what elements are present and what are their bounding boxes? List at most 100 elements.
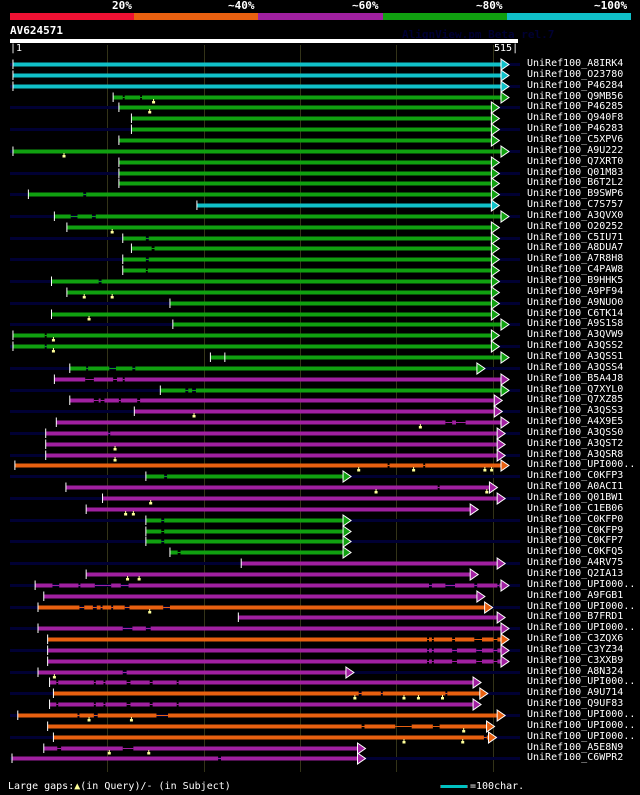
hit-label[interactable]: UniRef100_UPI000.. xyxy=(527,459,636,470)
hit-label[interactable]: UniRef100_A9U714 xyxy=(527,687,624,698)
hit-label[interactable]: UniRef100_UPI000.. xyxy=(527,709,636,720)
hit-label[interactable]: UniRef100_A9U222 xyxy=(527,145,624,156)
hit-label[interactable]: UniRef100_A3QSS1 xyxy=(527,351,624,362)
hit-label[interactable]: UniRef100_A8DUA7 xyxy=(527,242,624,253)
hit-label[interactable]: UniRef100_A7R8H8 xyxy=(527,253,624,264)
hit-label[interactable]: UniRef100_A8N324 xyxy=(527,666,624,677)
hit-label[interactable]: UniRef100_A3QVX0 xyxy=(527,210,624,221)
hit-label[interactable]: UniRef100_A4RV75 xyxy=(527,557,624,568)
hit-segment xyxy=(164,518,344,523)
hit-label[interactable]: UniRef100_P46284 xyxy=(527,80,624,91)
hit-label[interactable]: UniRef100_Q9MB56 xyxy=(527,91,624,102)
hit-end-arrow xyxy=(490,308,501,321)
hit-label[interactable]: UniRef100_Q9UF83 xyxy=(527,698,624,709)
query-gap-mark xyxy=(353,697,357,700)
query-gap-mark xyxy=(137,578,141,581)
hit-label[interactable]: UniRef100_O20252 xyxy=(527,221,624,232)
query-gap-mark xyxy=(126,578,130,581)
hit-label[interactable]: UniRef100_Q940F8 xyxy=(527,112,624,123)
hit-label[interactable]: UniRef100_C0KFP7 xyxy=(527,535,624,546)
hit-label[interactable]: UniRef100_C0KFP3 xyxy=(527,470,624,481)
hit-label[interactable]: UniRef100_UPI000.. xyxy=(527,676,636,687)
hit-label[interactable]: UniRef100_A5E8N9 xyxy=(527,742,624,753)
hit-label[interactable]: UniRef100_A9PF94 xyxy=(527,286,624,297)
hit-label[interactable]: UniRef100_C7S757 xyxy=(527,199,624,210)
query-gap-mark xyxy=(107,752,111,755)
hit-label[interactable]: UniRef100_A4X9E5 xyxy=(527,416,624,427)
legend-swatch-20 xyxy=(10,13,135,20)
hit-label[interactable]: UniRef100_A9NUO0 xyxy=(527,297,624,308)
hit-label[interactable]: UniRef100_C5XPV6 xyxy=(527,134,624,145)
query-gap-mark xyxy=(110,296,114,299)
hit-label[interactable]: UniRef100_A9S1S8 xyxy=(527,318,624,329)
hit-label[interactable]: UniRef100_Q7XYL0 xyxy=(527,384,624,395)
hit-segment xyxy=(69,398,94,403)
hit-label[interactable]: UniRef100_A3QSR8 xyxy=(527,449,624,460)
query-gap-mark xyxy=(147,752,151,755)
hit-end-arrow xyxy=(500,80,510,93)
hit-label[interactable]: UniRef100_A3QSS0 xyxy=(527,427,624,438)
hit-label[interactable]: UniRef100_UPI000.. xyxy=(527,579,636,590)
hit-label[interactable]: UniRef100_Q01M83 xyxy=(527,167,624,178)
hit-label[interactable]: UniRef100_Q7XZ85 xyxy=(527,394,624,405)
hit-segment xyxy=(45,453,498,458)
hit-label[interactable]: UniRef100_A3QVW9 xyxy=(527,329,624,340)
hit-label[interactable]: UniRef100_C0KFQ5 xyxy=(527,546,624,557)
hit-segment xyxy=(145,474,165,479)
hit-label[interactable]: UniRef100_UPI000.. xyxy=(527,720,636,731)
hit-label[interactable]: UniRef100_Q01BW1 xyxy=(527,492,624,503)
hit-label[interactable]: UniRef100_O23780 xyxy=(527,69,624,80)
hit-label[interactable]: UniRef100_A0ACI1 xyxy=(527,481,624,492)
hit-segment xyxy=(164,529,344,534)
hit-segment xyxy=(447,691,480,696)
hit-label[interactable]: UniRef100_C5IU71 xyxy=(527,232,624,243)
hit-label[interactable]: UniRef100_Q2IA13 xyxy=(527,568,624,579)
hit-label[interactable]: UniRef100_C3ZQX6 xyxy=(527,633,624,644)
hit-segment xyxy=(130,702,150,707)
hit-segment xyxy=(152,680,177,685)
hit-label[interactable]: UniRef100_C4PAW8 xyxy=(527,264,624,275)
hit-label[interactable]: UniRef100_B5A4J8 xyxy=(527,373,624,384)
hit-label[interactable]: UniRef100_C0KFP9 xyxy=(527,525,624,536)
hit-label[interactable]: UniRef100_C6WPR2 xyxy=(527,752,624,763)
hit-segment xyxy=(102,496,498,501)
hit-label[interactable]: UniRef100_A9FGB1 xyxy=(527,590,624,601)
hit-segment xyxy=(12,344,45,349)
hit-label[interactable]: UniRef100_Q7XRT0 xyxy=(527,156,624,167)
hit-end-arrow xyxy=(500,210,510,223)
hit-label[interactable]: UniRef100_C3YZ34 xyxy=(527,644,624,655)
hit-label[interactable]: UniRef100_A3QST2 xyxy=(527,438,624,449)
hit-segment xyxy=(105,680,127,685)
hit-label[interactable]: UniRef100_C0KFP0 xyxy=(527,514,624,525)
hit-segment xyxy=(134,409,495,414)
hit-end-arrow xyxy=(496,438,507,451)
hit-segment xyxy=(429,648,432,653)
hit-label[interactable]: UniRef100_B9HHK5 xyxy=(527,275,624,286)
hit-label[interactable]: UniRef100_B7FRD1 xyxy=(527,611,624,622)
hit-segment xyxy=(17,713,78,718)
hit-end-arrow xyxy=(500,579,510,592)
hit-label[interactable]: UniRef100_C6TK14 xyxy=(527,308,624,319)
hit-label[interactable]: UniRef100_P46283 xyxy=(527,123,624,134)
hit-segment xyxy=(172,322,501,327)
hit-label[interactable]: UniRef100_A8IRK4 xyxy=(527,58,624,69)
hit-segment xyxy=(86,572,471,577)
hit-end-arrow xyxy=(500,633,510,646)
hit-segment xyxy=(51,279,99,284)
hit-label[interactable]: UniRef100_A3QSS3 xyxy=(527,405,624,416)
hit-label[interactable]: UniRef100_UPI000.. xyxy=(527,601,636,612)
hit-label[interactable]: UniRef100_A3QSS2 xyxy=(527,340,624,351)
hit-label[interactable]: UniRef100_P46285 xyxy=(527,101,624,112)
hit-segment xyxy=(439,724,487,729)
hit-end-arrow xyxy=(500,416,510,429)
hit-label[interactable]: UniRef100_C1EB06 xyxy=(527,503,624,514)
hit-end-arrow xyxy=(490,112,501,125)
hit-label[interactable]: UniRef100_UPI000.. xyxy=(527,731,636,742)
hit-label[interactable]: UniRef100_UPI000.. xyxy=(527,622,636,633)
hit-label[interactable]: UniRef100_B9SWP6 xyxy=(527,188,624,199)
hit-label[interactable]: UniRef100_B6T2L2 xyxy=(527,177,624,188)
hit-label[interactable]: UniRef100_C3XXB9 xyxy=(527,655,624,666)
hit-end-arrow xyxy=(496,427,507,440)
hit-label[interactable]: UniRef100_A3QSS4 xyxy=(527,362,624,373)
hit-segment xyxy=(220,756,358,761)
